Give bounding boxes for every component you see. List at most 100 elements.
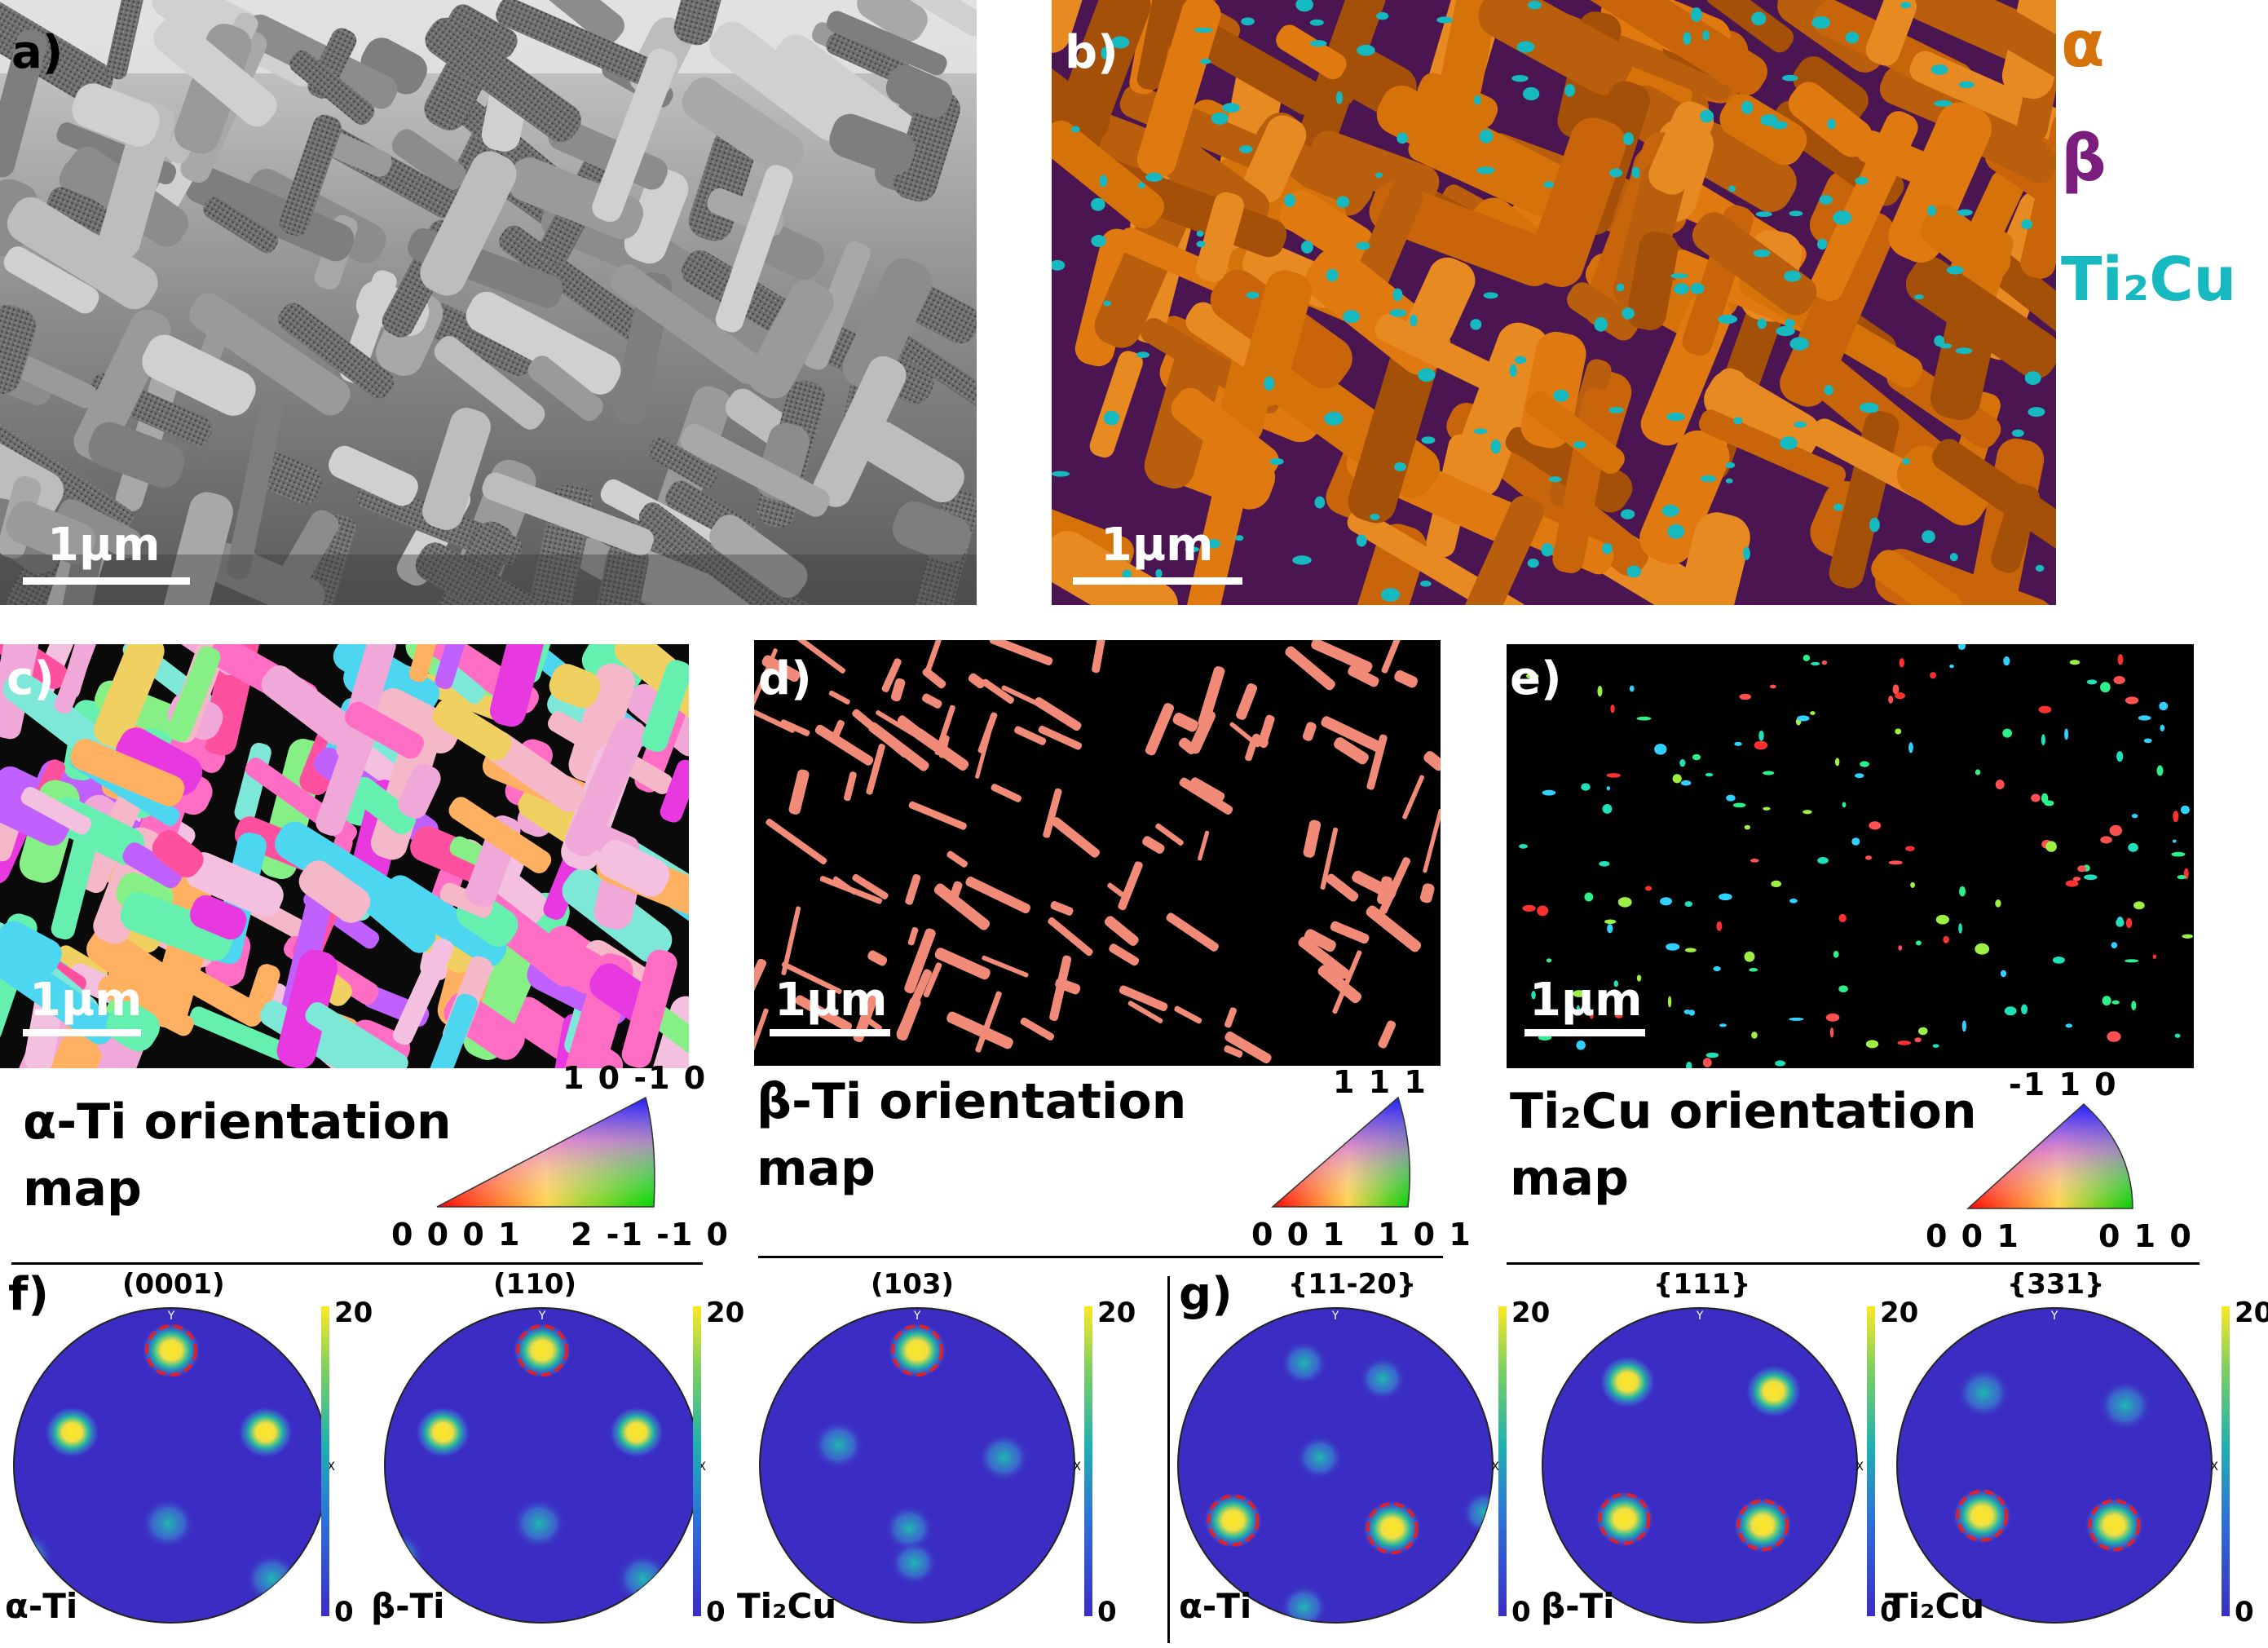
ti2cu-particle [1700, 475, 1717, 483]
ti2cu-particle [1760, 114, 1778, 126]
ti2cu-grain [2003, 656, 2010, 666]
beta-grain [897, 715, 949, 758]
ti2cu-particle [1091, 235, 1106, 248]
alpha-lath [1449, 322, 1550, 498]
ti2cu-particle [1336, 196, 1350, 208]
panel-b-scale-label: 1µm [1101, 519, 1214, 572]
tem-lath [6, 501, 96, 565]
ti2cu-particle [1631, 166, 1640, 179]
beta-grain [1303, 820, 1322, 858]
beta-grain [852, 709, 909, 758]
beta-grain [780, 719, 810, 736]
ti2cu-grain [1531, 990, 1536, 1000]
ti2cu-grain [1610, 704, 1615, 714]
ti2cu-grain [1542, 789, 1556, 796]
ti2cu-particle [1222, 103, 1240, 113]
ti2cu-grain [2107, 1031, 2121, 1042]
beta-grain [1198, 666, 1225, 728]
colorbar [1867, 1306, 1875, 1616]
beta-grain [989, 640, 1053, 665]
alpha-lath [1528, 117, 1626, 288]
alpha-grain [383, 875, 507, 967]
ti2cu-particle [1776, 325, 1795, 337]
alpha-lath [1780, 209, 1895, 407]
beta-grain [1348, 665, 1379, 687]
alpha-lath [1975, 1, 2056, 80]
beta-grain [754, 1008, 769, 1058]
alpha-lath [1089, 351, 1143, 458]
ti2cu-particle [1473, 95, 1481, 105]
pole-density-peak [616, 1553, 670, 1604]
ti2cu-grain [1851, 837, 1860, 846]
ti2cu-grain [1744, 824, 1751, 830]
pole-figure-title: (103) [871, 1268, 955, 1301]
alpha-grain [642, 660, 689, 753]
colorbar [693, 1306, 701, 1616]
ti2cu-particle [1527, 558, 1539, 568]
axis-x-mark: X [1073, 1460, 1081, 1473]
tem-lath [813, 356, 907, 507]
ti2cu-particle [1946, 266, 1964, 275]
beta-grain [867, 950, 888, 966]
ti2cu-grain [2000, 970, 2007, 978]
ti2cu-grain [1811, 661, 1820, 666]
ti2cu-particle [1548, 476, 1562, 483]
ti2cu-grain [1684, 948, 1697, 952]
beta-grain [1224, 1007, 1237, 1028]
alpha-map-caption-line2: map [23, 1160, 142, 1217]
beta-grain [1302, 722, 1317, 741]
beta-grain [1020, 1017, 1055, 1041]
alpha-lath [1865, 0, 1917, 66]
ti2cu-particle [1914, 294, 1924, 300]
ti2cu-particle [1145, 172, 1163, 182]
ti2cu-particle [1436, 16, 1454, 24]
tem-lath [709, 515, 808, 599]
ti2cu-particle [1601, 542, 1613, 554]
ti2cu-grain [1910, 881, 1916, 888]
alpha-grain [298, 860, 371, 923]
panel-d-scale-bar [770, 1029, 890, 1036]
ti2cu-grain [1975, 769, 1981, 775]
beta-grain [788, 769, 810, 815]
ti2cu-grain [2021, 1004, 2028, 1014]
alpha-grain [0, 921, 62, 975]
highlight-circle [2088, 1499, 2141, 1552]
ti2cu-particle [1741, 100, 1754, 115]
beta-grain [904, 928, 936, 994]
ti2cu-particle [1309, 40, 1327, 47]
pole-figure-phase-label: Ti₂Cu [737, 1586, 837, 1626]
tem-lath [391, 129, 466, 191]
ti2cu-particle [1155, 568, 1163, 578]
ti2cu-particle [1343, 310, 1360, 324]
alpha-grain [423, 993, 478, 1068]
tem-lath [422, 408, 491, 530]
ti2cu-particle [1622, 132, 1635, 145]
ti2cu-grain [1995, 899, 2001, 908]
ti2cu-grain [1680, 780, 1692, 786]
ti2cu-ipf-right-label: 0 1 0 [2098, 1218, 2193, 1254]
ti2cu-grain [1607, 924, 1613, 934]
pole-density-peak [1957, 1367, 2010, 1419]
ti2cu-particle [1573, 441, 1586, 448]
pole-figure-title: {11-20} [1288, 1268, 1417, 1301]
ti2cu-grain [2131, 813, 2138, 819]
tem-lath [681, 423, 830, 517]
tem-lath [648, 436, 718, 488]
tem-lath [289, 50, 375, 125]
ti2cu-particle [1324, 412, 1344, 426]
beta-grain [1229, 722, 1260, 748]
ti2cu-grain [1915, 940, 1922, 946]
beta-grain [1334, 737, 1369, 765]
beta-grain [1321, 716, 1383, 753]
ti2cu-grain [1716, 921, 1723, 931]
colorbar [1498, 1306, 1507, 1616]
tem-lath [527, 356, 603, 422]
phase-map-image [1052, 0, 2056, 605]
ti2cu-ipf-key [1963, 1099, 2138, 1215]
ti2cu-particle [1309, 19, 1324, 26]
pole-figure-plot: YX [1542, 1307, 1864, 1624]
alpha-lath [1930, 290, 2000, 421]
pole-figure-plot: YX [384, 1307, 706, 1624]
alpha-grain [489, 644, 551, 727]
beta-grain [781, 961, 842, 995]
